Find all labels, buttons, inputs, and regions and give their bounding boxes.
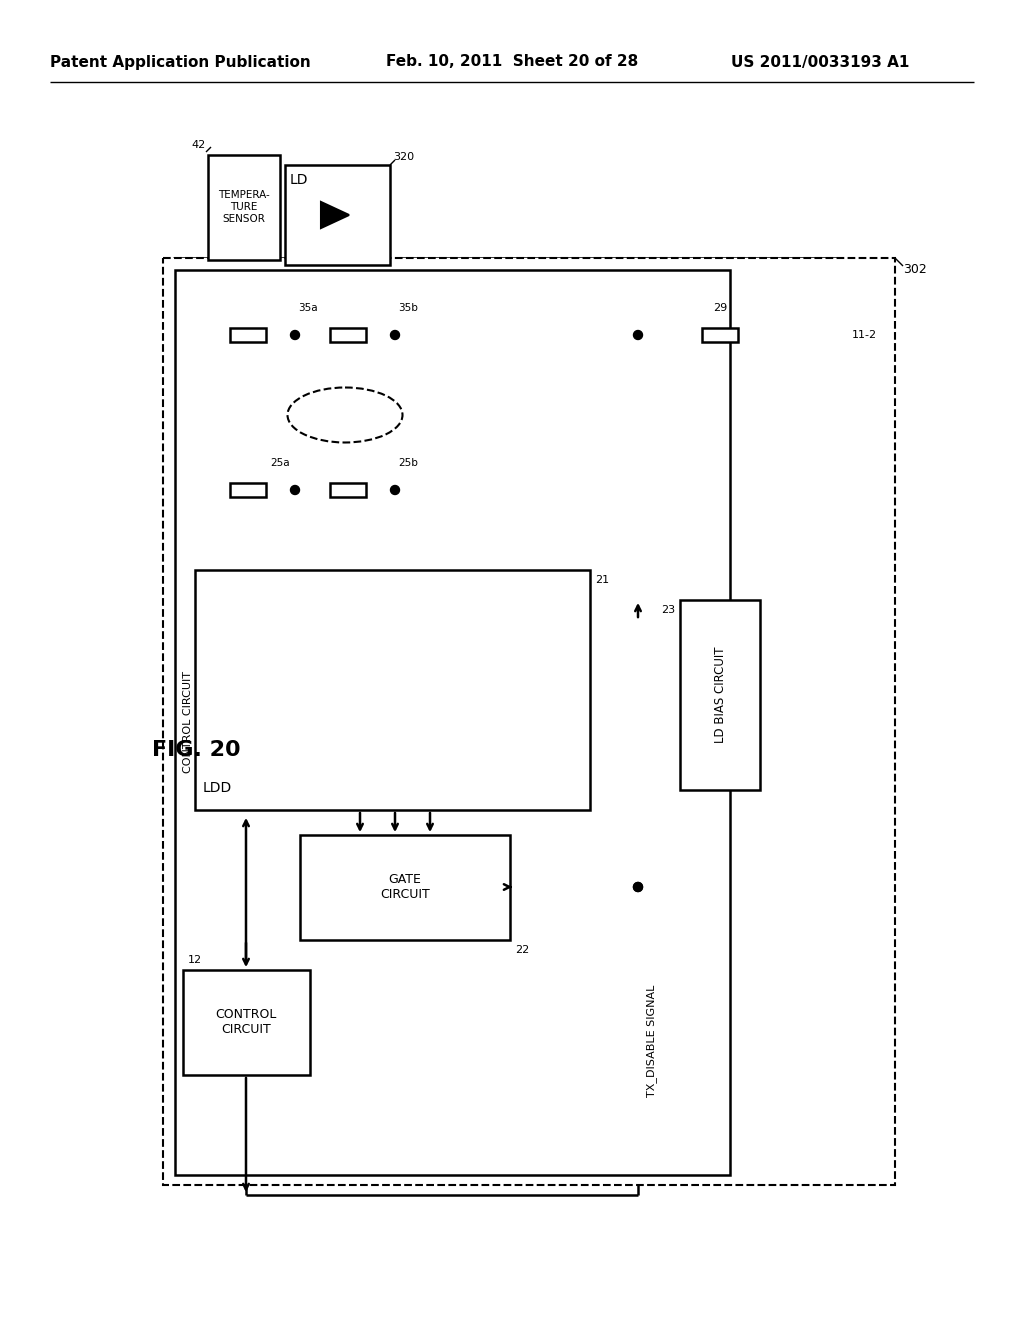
- Text: 24: 24: [380, 405, 394, 414]
- Text: GATE
CIRCUIT: GATE CIRCUIT: [380, 873, 430, 902]
- Circle shape: [390, 486, 399, 495]
- Text: 21: 21: [595, 576, 609, 585]
- Text: Patent Application Publication: Patent Application Publication: [49, 54, 310, 70]
- Bar: [230, 327, 266, 342]
- Circle shape: [291, 486, 299, 495]
- Bar: [175, 271, 730, 1175]
- Text: 25b: 25b: [398, 458, 418, 469]
- Text: 12: 12: [188, 954, 202, 965]
- Text: 42: 42: [191, 140, 206, 150]
- Ellipse shape: [288, 388, 402, 442]
- Text: LDD: LDD: [203, 781, 232, 795]
- Bar: [195, 570, 590, 810]
- Bar: [680, 601, 760, 789]
- Text: Feb. 10, 2011  Sheet 20 of 28: Feb. 10, 2011 Sheet 20 of 28: [386, 54, 638, 70]
- Text: 320: 320: [393, 152, 414, 162]
- Polygon shape: [321, 202, 349, 228]
- Text: 23: 23: [660, 605, 675, 615]
- Text: TEMPERA-
TURE
SENSOR: TEMPERA- TURE SENSOR: [218, 190, 270, 223]
- Text: 35a: 35a: [298, 304, 317, 313]
- Text: LD BIAS CIRCUIT: LD BIAS CIRCUIT: [714, 647, 726, 743]
- Circle shape: [291, 330, 299, 339]
- Text: 302: 302: [903, 263, 927, 276]
- Text: FIG. 20: FIG. 20: [152, 741, 241, 760]
- Bar: [285, 165, 390, 265]
- Text: 25a: 25a: [270, 458, 290, 469]
- Circle shape: [634, 883, 642, 891]
- Bar: [163, 257, 895, 1185]
- Text: US 2011/0033193 A1: US 2011/0033193 A1: [731, 54, 909, 70]
- Circle shape: [390, 330, 399, 339]
- Circle shape: [634, 330, 642, 339]
- Circle shape: [634, 883, 642, 891]
- Text: 22: 22: [515, 945, 529, 954]
- Text: 35b: 35b: [398, 304, 418, 313]
- Text: CONTROL
CIRCUIT: CONTROL CIRCUIT: [215, 1008, 276, 1036]
- Text: 11-2: 11-2: [852, 330, 878, 341]
- Text: LD: LD: [290, 173, 308, 187]
- Text: TX_DISABLE SIGNAL: TX_DISABLE SIGNAL: [646, 985, 657, 1097]
- Bar: [702, 327, 738, 342]
- Bar: [300, 836, 510, 940]
- Bar: [230, 483, 266, 498]
- Bar: [208, 154, 280, 260]
- Bar: [183, 970, 310, 1074]
- Text: 29: 29: [713, 304, 727, 313]
- Text: CONTROL CIRCUIT: CONTROL CIRCUIT: [183, 671, 193, 774]
- Bar: [330, 327, 366, 342]
- Bar: [330, 483, 366, 498]
